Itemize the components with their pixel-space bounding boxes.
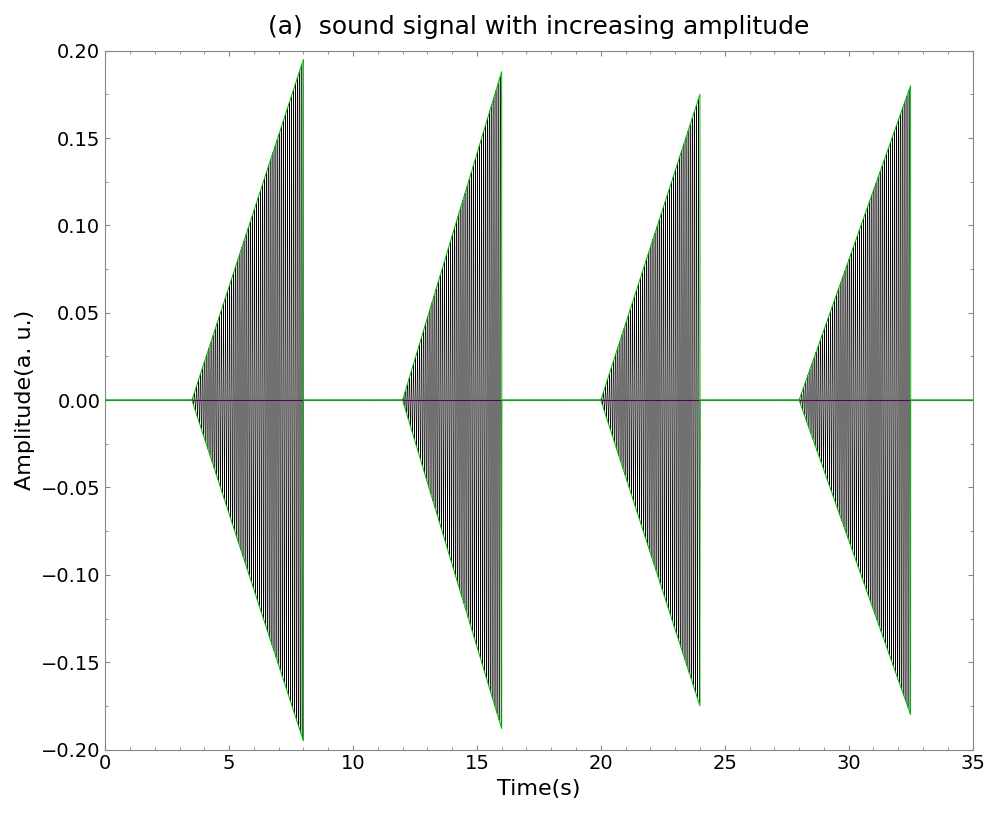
Y-axis label: Amplitude(a. u.): Amplitude(a. u.): [15, 310, 35, 490]
X-axis label: Time(s): Time(s): [497, 779, 581, 799]
Title: (a)  sound signal with increasing amplitude: (a) sound signal with increasing amplitu…: [268, 15, 810, 39]
